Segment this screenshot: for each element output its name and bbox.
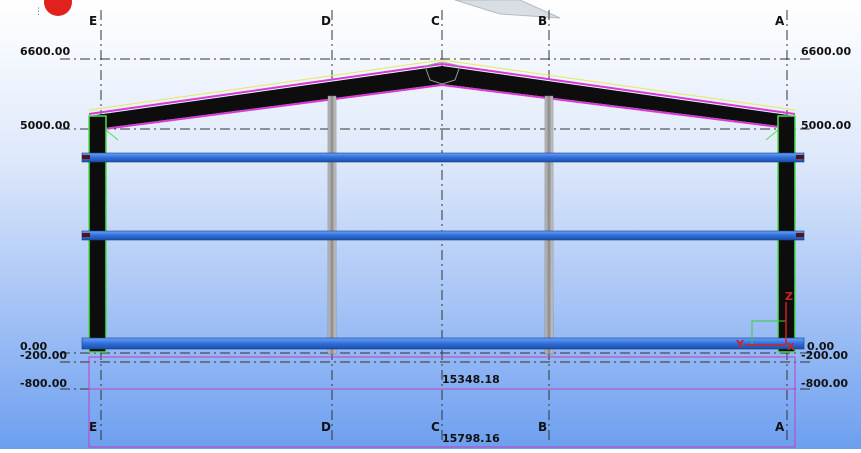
grid-label-b-bottom: B: [538, 420, 547, 434]
level-labels-right: 6600.00 5000.00 0.00 -200.00 -800.00: [801, 45, 851, 390]
level-minus200-left: -200.00: [20, 349, 67, 362]
grid-label-e-top: E: [89, 14, 97, 28]
grid-label-a-bottom: A: [775, 420, 785, 434]
grid-label-d-bottom: D: [321, 420, 331, 434]
axis-x-label: X: [787, 342, 795, 353]
girt-base: [81, 337, 805, 350]
dimension-outer-label: 15798.16: [442, 432, 500, 445]
view-thumbnail-icon: [454, 0, 561, 19]
intermediate-columns: [327, 95, 554, 355]
level-eave-right: 5000.00: [801, 119, 851, 132]
level-ground-right: 0.00: [807, 340, 834, 353]
level-minus800-right: -800.00: [801, 377, 848, 390]
grid-label-b-top: B: [538, 14, 547, 28]
level-ground-left: 0.00: [20, 340, 47, 353]
grid-label-d-top: D: [321, 14, 331, 28]
level-top-left: 6600.00: [20, 45, 70, 58]
level-minus200-right: -200.00: [801, 349, 848, 362]
coordinate-axes-icon: Z Y X: [735, 290, 795, 353]
level-labels-left: 6600.00 5000.00 0.00 -200.00 -800.00: [20, 45, 70, 390]
level-minus800-left: -800.00: [20, 377, 67, 390]
grid-labels-bottom: E D C B A: [89, 420, 785, 434]
grid-label-c-bottom: C: [431, 420, 440, 434]
grid-label-a-top: A: [775, 14, 785, 28]
dimension-inner-label: 15348.18: [442, 373, 500, 386]
small-marker-icon: ⋮: [34, 7, 43, 17]
axis-y-label: Y: [735, 338, 745, 351]
axis-z-label: Z: [785, 290, 793, 303]
girt-middle: [81, 230, 805, 241]
level-top-right: 6600.00: [801, 45, 851, 58]
girts: [81, 152, 805, 350]
grid-label-c-top: C: [431, 14, 440, 28]
level-eave-left: 5000.00: [20, 119, 70, 132]
grid-label-e-bottom: E: [89, 420, 97, 434]
dimension-box: [88, 356, 796, 448]
corner-badge-icon: [44, 0, 72, 16]
grid-labels-top: E D C B A: [89, 14, 785, 28]
roof-rafters: [88, 59, 796, 132]
girt-upper: [81, 152, 805, 163]
